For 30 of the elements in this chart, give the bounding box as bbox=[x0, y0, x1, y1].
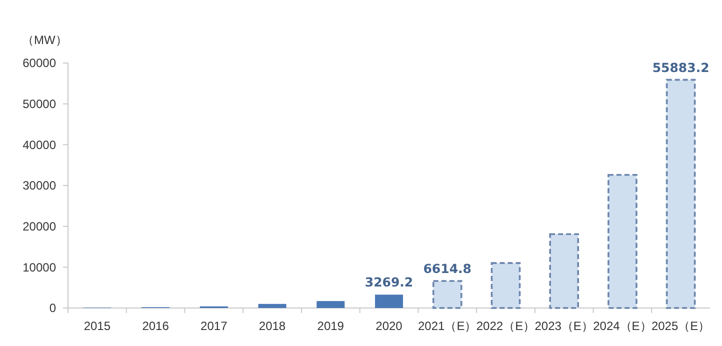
y-tick-label: 10000 bbox=[22, 260, 56, 274]
x-tick-label: 2019 bbox=[317, 319, 344, 333]
y-tick-label: 30000 bbox=[22, 178, 56, 193]
bar bbox=[432, 280, 462, 309]
x-tick-label: 2020 bbox=[376, 319, 403, 333]
bar bbox=[258, 304, 286, 308]
y-tick-label: 20000 bbox=[22, 220, 56, 234]
bar bbox=[316, 301, 345, 308]
y-tick-label: 50000 bbox=[22, 97, 56, 112]
bar bbox=[549, 233, 579, 309]
bar bbox=[608, 174, 638, 309]
x-tick-label: 2015 bbox=[84, 319, 111, 333]
x-tick-label: 2021（E） bbox=[418, 319, 477, 333]
x-tick-label: 2017 bbox=[200, 319, 228, 333]
x-tick-label: 2024（E） bbox=[593, 319, 652, 333]
x-tick-label: 2018 bbox=[258, 319, 286, 333]
bar bbox=[666, 78, 696, 309]
data-label: 55883.2 bbox=[652, 60, 710, 75]
x-tick-label: 2025（E） bbox=[651, 319, 710, 333]
y-tick-label: 60000 bbox=[22, 56, 56, 70]
y-axis-title: （MW） bbox=[22, 33, 68, 47]
x-tick-label: 2022（E） bbox=[476, 319, 536, 333]
bar bbox=[490, 262, 521, 309]
bar bbox=[374, 294, 404, 308]
x-tick-label: 2023（E） bbox=[534, 319, 594, 333]
y-tick-label: 40000 bbox=[22, 138, 56, 152]
data-label: 3269.2 bbox=[364, 274, 414, 290]
y-tick-label: 0 bbox=[49, 301, 56, 316]
x-tick-label: 2016 bbox=[142, 319, 170, 333]
data-label: 6614.8 bbox=[423, 260, 472, 276]
